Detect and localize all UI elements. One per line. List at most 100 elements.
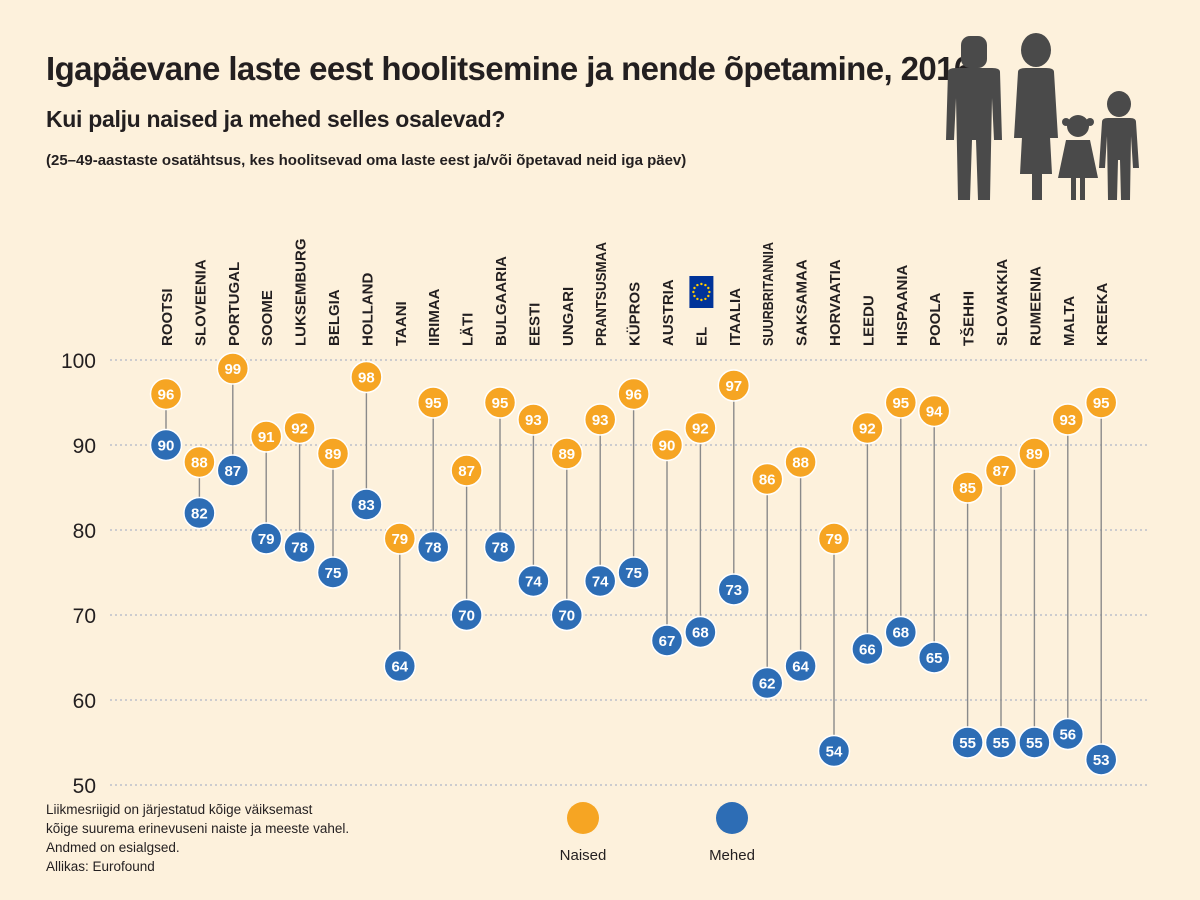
- y-tick-label: 50: [73, 775, 96, 798]
- point-marker: [583, 564, 617, 598]
- eu-star: [696, 283, 699, 287]
- legend-label: Mehed: [709, 847, 755, 864]
- men-point: 54: [817, 734, 851, 768]
- point-marker: [617, 377, 650, 411]
- y-tick-label: 90: [73, 435, 96, 458]
- men-point: 70: [550, 598, 584, 632]
- eu-star: [704, 297, 707, 301]
- men-point: 65: [917, 641, 951, 674]
- country-label: HOLLAND: [359, 273, 376, 346]
- point-marker: [383, 649, 417, 683]
- point-marker: [216, 454, 250, 487]
- data-points: 96 88 99 91 92 89 98 79 95 87 95 93 89 93 96 90 92 97 86 88…: [149, 352, 1118, 776]
- eu-star: [692, 290, 695, 294]
- point-value-label: 56: [1059, 727, 1076, 744]
- point-value-label: 70: [458, 608, 475, 625]
- women-point: 95: [483, 386, 517, 419]
- women-point: 92: [851, 411, 884, 445]
- chart-note: (25–49-aastaste osatähtsus, kes hoolitse…: [46, 152, 687, 169]
- country-label: TŠEHHI: [960, 291, 978, 346]
- point-marker: [884, 386, 918, 419]
- point-marker: [884, 615, 918, 649]
- point-value-label: 68: [892, 625, 909, 642]
- women-point: 86: [750, 462, 784, 496]
- women-point: 92: [684, 411, 717, 445]
- point-value-label: 67: [659, 633, 676, 650]
- point-marker: [216, 352, 250, 385]
- point-marker: [817, 734, 851, 768]
- point-marker: [951, 471, 984, 504]
- eu-star: [700, 282, 703, 286]
- point-value-label: 79: [391, 531, 408, 548]
- country-label: KREEKA: [1094, 282, 1111, 346]
- country-label: TAANI: [393, 301, 410, 346]
- point-value-label: 70: [558, 608, 575, 625]
- point-value-label: 75: [325, 565, 342, 582]
- women-point: 95: [1084, 386, 1118, 419]
- point-value-label: 93: [1059, 412, 1076, 429]
- men-point: 64: [383, 649, 417, 683]
- point-value-label: 95: [425, 395, 442, 412]
- eu-star: [707, 286, 710, 290]
- y-tick-label: 100: [61, 350, 96, 373]
- country-label: KÜPROS: [627, 282, 644, 346]
- point-marker: [450, 598, 483, 632]
- point-marker: [183, 445, 216, 479]
- men-point: 78: [416, 530, 450, 564]
- point-marker: [183, 496, 216, 530]
- footnote-line: kõige suurema erinevuseni naiste ja mees…: [46, 821, 350, 836]
- country-label: HISPAANIA: [894, 264, 911, 346]
- point-value-label: 55: [959, 735, 976, 752]
- country-label: SLOVEENIA: [192, 259, 209, 346]
- point-marker: [917, 394, 951, 428]
- men-point: 78: [483, 530, 517, 564]
- point-value-label: 87: [993, 463, 1010, 480]
- y-axis-ticks: 50 60 70 80 90 100: [61, 350, 96, 798]
- women-point: 87: [450, 454, 483, 487]
- point-value-label: 98: [358, 370, 375, 387]
- point-value-label: 55: [1026, 735, 1043, 752]
- eu-star: [704, 283, 707, 287]
- country-label: LUKSEMBURG: [293, 239, 310, 347]
- country-label: POOLA: [927, 292, 944, 346]
- country-label: ROOTSI: [159, 288, 176, 346]
- point-marker: [316, 556, 350, 589]
- women-point: 85: [951, 471, 984, 504]
- point-value-label: 89: [1026, 446, 1043, 463]
- men-point: 55: [984, 726, 1018, 759]
- point-marker: [1018, 726, 1051, 759]
- country-label: AUSTRIA: [660, 279, 677, 346]
- country-label: IIRIMAA: [426, 288, 443, 346]
- point-marker: [684, 615, 717, 649]
- point-marker: [1084, 743, 1118, 776]
- point-marker: [450, 454, 483, 487]
- men-point: 55: [951, 726, 984, 759]
- point-value-label: 90: [158, 438, 175, 455]
- point-marker: [350, 360, 383, 394]
- women-point: 95: [416, 386, 450, 419]
- men-point: 64: [784, 649, 817, 683]
- men-point: 67: [650, 624, 684, 657]
- men-point: 75: [617, 556, 650, 589]
- y-tick-label: 60: [73, 690, 96, 713]
- point-value-label: 85: [959, 480, 976, 497]
- country-label: ITAALIA: [727, 288, 744, 346]
- point-marker: [249, 522, 283, 555]
- country-labels: ROOTSI SLOVEENIA PORTUGAL SOOME LUKSEMBURG BE…: [159, 239, 1111, 347]
- point-value-label: 92: [692, 421, 709, 438]
- women-point: 91: [249, 420, 283, 453]
- point-value-label: 90: [659, 438, 676, 455]
- country-label: LEEDU: [860, 295, 877, 346]
- women-point: 97: [717, 369, 751, 402]
- point-value-label: 88: [191, 455, 208, 472]
- legend-item-men: Mehed: [709, 802, 755, 864]
- women-point: 89: [1018, 437, 1051, 470]
- point-marker: [684, 411, 717, 445]
- point-value-label: 75: [625, 565, 642, 582]
- country-label: MALTA: [1061, 296, 1078, 346]
- point-marker: [1051, 717, 1085, 751]
- point-value-label: 89: [558, 446, 575, 463]
- country-label: EL: [693, 327, 710, 346]
- point-marker: [750, 462, 784, 496]
